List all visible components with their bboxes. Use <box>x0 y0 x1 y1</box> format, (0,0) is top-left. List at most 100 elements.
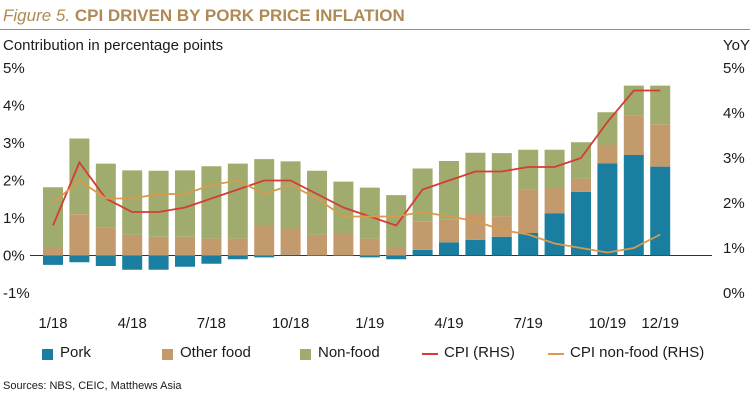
pork-bar <box>544 213 565 256</box>
x-axis-tick-label: 10/18 <box>272 315 310 332</box>
non-food-bar <box>439 161 459 220</box>
non-food-bar <box>95 163 116 228</box>
pork-bar <box>571 191 591 256</box>
left-axis-tick-label: 2% <box>3 173 25 190</box>
pork-bar <box>623 155 644 256</box>
pork-bar <box>386 255 407 260</box>
figure-heading: CPI DRIVEN BY PORK PRICE INFLATION <box>74 6 405 25</box>
non-food-swatch <box>300 349 311 360</box>
right-axis-title: YoY <box>723 37 750 54</box>
other-food-bar <box>201 238 222 256</box>
non-food-bar <box>465 152 486 214</box>
other-food-bar <box>148 236 169 256</box>
pork-bar <box>650 166 671 256</box>
pork-bar <box>201 255 222 264</box>
legend-label-non-food: Non-food <box>318 344 380 361</box>
figure-title: Figure 5. CPI DRIVEN BY PORK PRICE INFLA… <box>3 6 405 26</box>
non-food-bar <box>307 170 327 235</box>
other-food-bar <box>43 248 63 256</box>
figure-title-bar: Figure 5. CPI DRIVEN BY PORK PRICE INFLA… <box>0 0 750 30</box>
pork-bar <box>254 255 275 258</box>
other-food-bar <box>307 234 327 256</box>
other-food-bar <box>491 216 512 237</box>
non-food-bar <box>280 161 301 229</box>
right-axis-tick-label: 5% <box>723 60 745 77</box>
non-food-bar <box>227 163 248 239</box>
non-food-bar <box>386 195 407 248</box>
pork-bar <box>148 255 169 270</box>
pork-bar <box>280 254 301 256</box>
other-food-bar <box>518 189 539 233</box>
legend-label-other-food: Other food <box>180 344 251 361</box>
right-axis-tick-label: 0% <box>723 285 745 302</box>
other-food-bar <box>280 228 301 255</box>
other-food-bar <box>122 234 143 256</box>
pork-bar <box>43 255 63 265</box>
cpi-contribution-chart: -1% 0% 1% 2% 3% 4% 5% 0% 1% 2% 3% 4% 5% 1/18 4/18 7/18 1… <box>3 60 745 332</box>
pork-bar <box>359 255 380 258</box>
non-food-bar <box>43 187 63 248</box>
pork-bar <box>439 242 459 256</box>
x-axis-tick-label: 7/19 <box>514 315 543 332</box>
other-food-bar <box>465 213 486 240</box>
other-food-bar <box>597 144 618 164</box>
source-note: Sources: NBS, CEIC, Matthews Asia <box>3 380 182 392</box>
other-food-swatch <box>162 349 173 360</box>
non-food-bar <box>359 187 380 239</box>
legend-label-pork: Pork <box>60 344 91 361</box>
left-axis-tick-label: -1% <box>3 285 30 302</box>
pork-bar <box>175 255 195 267</box>
pork-bar <box>491 236 512 256</box>
other-food-bar <box>69 214 90 256</box>
non-food-bar <box>122 170 143 235</box>
other-food-bar <box>386 248 407 256</box>
non-food-bar <box>650 85 671 125</box>
x-axis-tick-label: 10/19 <box>589 315 627 332</box>
non-food-bar <box>69 138 90 215</box>
other-food-bar <box>333 233 354 256</box>
figure-label: Figure 5. <box>3 6 71 25</box>
non-food-bar <box>201 166 222 239</box>
other-food-bar <box>650 124 671 167</box>
left-axis-tick-label: 4% <box>3 98 25 115</box>
non-food-bar <box>597 112 618 145</box>
other-food-bar <box>623 115 644 155</box>
other-food-bar <box>571 178 591 192</box>
non-food-bar <box>175 170 195 237</box>
non-food-bar <box>518 149 539 190</box>
pork-swatch <box>42 349 53 360</box>
left-axis-tick-label: 5% <box>3 60 25 77</box>
left-axis-tick-label: 3% <box>3 135 25 152</box>
legend-label-cpi: CPI (RHS) <box>444 344 515 361</box>
x-axis-tick-label: 1/18 <box>38 315 67 332</box>
pork-bar <box>465 239 486 256</box>
pork-bar <box>69 255 90 263</box>
x-axis-tick-label: 1/19 <box>355 315 384 332</box>
non-food-bar <box>412 168 433 222</box>
legend-label-cpi-non-food: CPI non-food (RHS) <box>570 344 705 361</box>
non-food-bar <box>254 159 275 226</box>
right-axis-tick-label: 3% <box>723 150 745 167</box>
x-axis-tick-label: 4/19 <box>434 315 463 332</box>
non-food-bar <box>148 170 169 237</box>
pork-bar <box>95 255 116 266</box>
cpi-non-food-line-swatch <box>548 353 564 355</box>
pork-bar <box>122 255 143 270</box>
non-food-bar <box>544 149 565 188</box>
other-food-bar <box>359 238 380 256</box>
other-food-bar <box>95 227 116 256</box>
other-food-bar <box>254 225 275 256</box>
pork-bar <box>597 163 618 256</box>
right-axis-tick-label: 2% <box>723 195 745 212</box>
x-axis-tick-label: 7/18 <box>197 315 226 332</box>
left-axis-title: Contribution in percentage points <box>3 37 224 54</box>
pork-bar <box>518 233 539 256</box>
other-food-bar <box>412 221 433 250</box>
non-food-bar <box>623 85 644 116</box>
cpi-line <box>52 89 661 227</box>
right-axis-tick-label: 4% <box>723 105 745 122</box>
other-food-bar <box>175 236 195 256</box>
other-food-bar <box>439 219 459 243</box>
x-axis-tick-label: 4/18 <box>118 315 147 332</box>
left-axis-tick-label: 0% <box>3 248 25 265</box>
